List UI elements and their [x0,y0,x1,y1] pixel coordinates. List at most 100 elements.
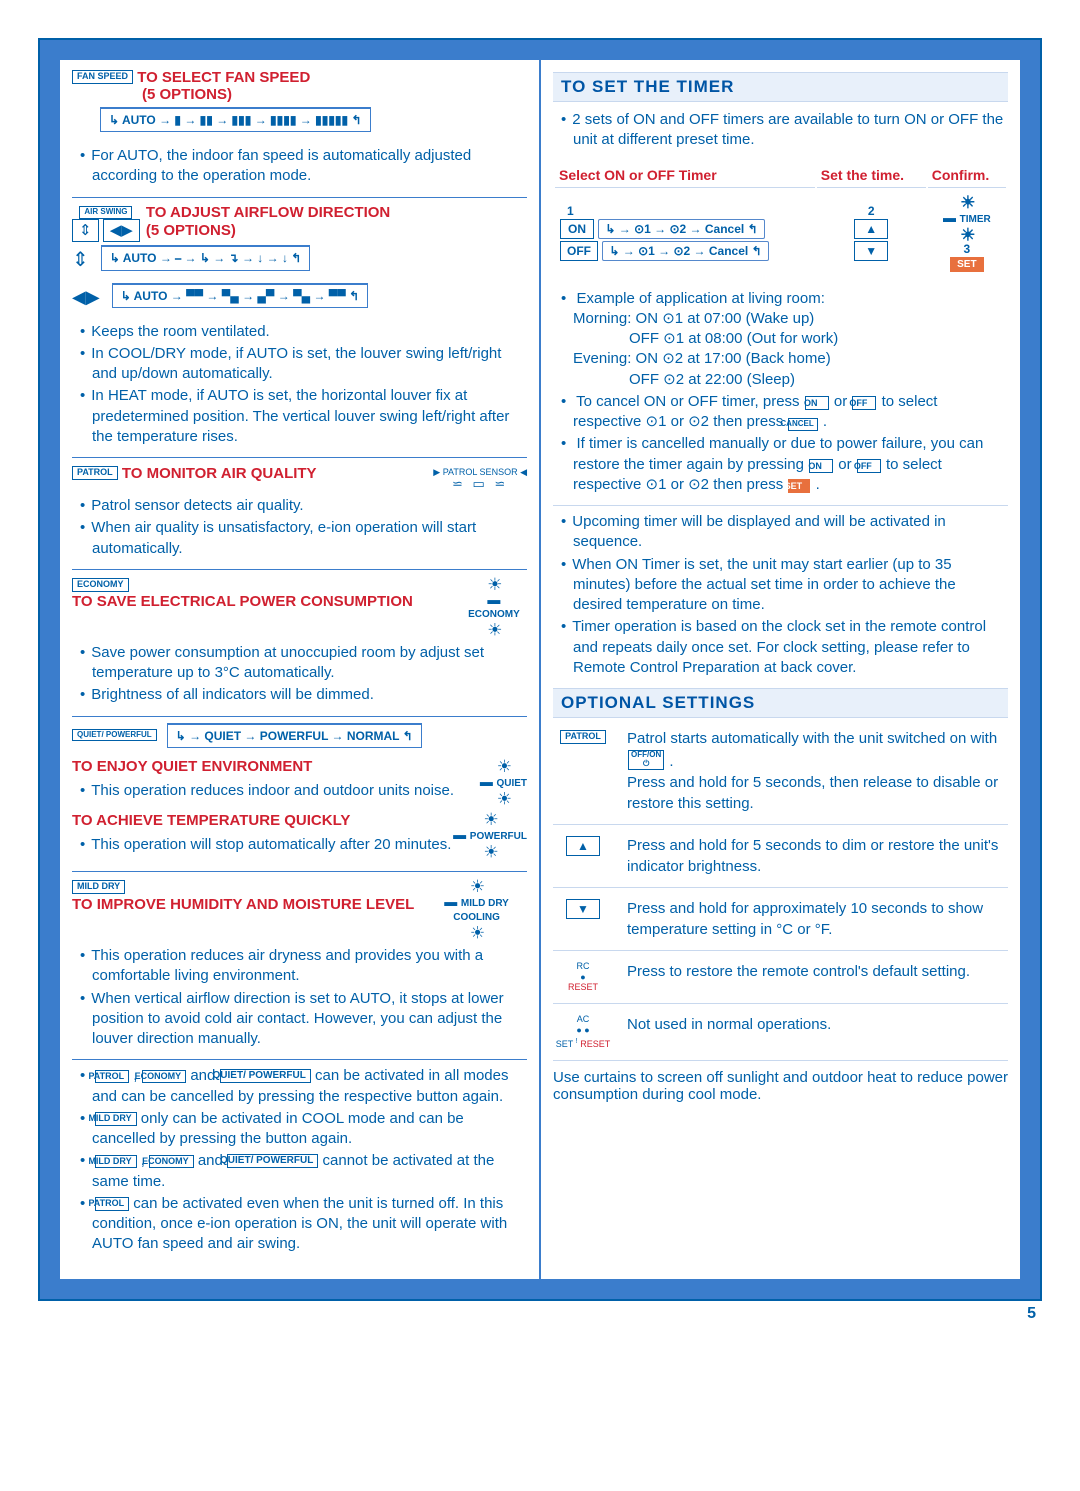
economy-indicator: ☀ ▬ ECONOMY ☀ [461,576,527,637]
ex-line: OFF ⊙1 at 08:00 (Out for work) [629,330,838,347]
list-item: This operation will stop automatically a… [80,835,451,855]
patrol-bullets: Patrol sensor detects air quality. When … [72,496,527,559]
timer-heading: TO SET THE TIMER [553,72,1008,102]
offon-chip: OFF/ON [631,750,661,759]
timer-steps-table: Select ON or OFF Timer Set the time. Con… [553,161,1008,279]
fan-speed-block: FAN SPEED TO SELECT FAN SPEED (5 OPTIONS… [72,68,527,187]
ex-line: Morning: ON ⊙1 at 07:00 (Wake up) [573,310,814,327]
flow-text: → ⊙1 → ⊙2 → Cancel [619,222,744,236]
quiet-block: TO ENJOY QUIET ENVIRONMENT This operatio… [72,758,527,812]
list-item: This operation reduces air dryness and p… [80,946,527,987]
powerful-block: TO ACHIEVE TEMPERATURE QUICKLY This oper… [72,811,527,865]
restore-instruction: If timer is cancelled manually or due to… [561,434,1008,495]
text: . [669,753,673,770]
optional-heading: OPTIONAL SETTINGS [553,688,1008,718]
off-chip: OFF [852,396,876,410]
text: . [816,476,820,493]
note-3: MILD DRY , ECONOMY and QUIET/ POWERFUL c… [80,1151,527,1192]
quiet-powerful-flow: ↳ → QUIET → POWERFUL → NORMAL ↰ [167,723,422,748]
fan-speed-button[interactable]: FAN SPEED [72,70,133,84]
economy-bullets: Save power consumption at unoccupied roo… [72,643,527,706]
text: Press and hold for approximately 10 seco… [627,898,1008,940]
mild-dry-button[interactable]: MILD DRY [72,880,125,894]
fan-speed-flow: ↳ AUTO → ▮ → ▮▮ → ▮▮▮ → ▮▮▮▮ → ▮▮▮▮▮ ↰ [100,107,371,132]
list-item: For AUTO, the indoor fan speed is automa… [80,146,527,187]
text: To cancel ON or OFF timer, press [576,393,804,410]
mild-dry-block: MILD DRY TO IMPROVE HUMIDITY AND MOISTUR… [72,878,527,1049]
list-item: Brightness of all indicators will be dim… [80,685,527,705]
th-time: Set the time. [817,163,926,188]
on-chip: ON [805,396,829,410]
patrol-button[interactable]: PATROL [72,466,118,480]
down-key[interactable]: ▼ [566,899,600,919]
note-1: PATROL , ECONOMY and QUIET/ POWERFUL can… [80,1066,527,1107]
air-swing-flow-vert: ↳ AUTO → ⎯ → ↳ → ↴ → ↓ → ↓ ↰ [101,245,311,271]
qp-chip: QUIET/ POWERFUL [213,1070,306,1081]
off-chip: OFF [857,459,881,473]
th-select: Select ON or OFF Timer [555,163,815,188]
right-column: TO SET THE TIMER 2 sets of ON and OFF ti… [541,60,1020,1279]
notes-block: PATROL , ECONOMY and QUIET/ POWERFUL can… [72,1066,527,1254]
step-3: 3 [964,242,971,256]
example-block: Example of application at living room: M… [561,289,1008,390]
timer-note: When ON Timer is set, the unit may start… [561,555,1008,616]
ex-line: Evening: ON ⊙2 at 17:00 (Back home) [573,350,831,367]
patrol-sensor-indicator: ▶ PATROL SENSOR ◀ ⋍ ▭ ⋍ [433,464,527,490]
list-item: In COOL/DRY mode, if AUTO is set, the lo… [80,344,527,385]
footer-tip: Use curtains to screen off sunlight and … [553,1069,1008,1103]
up-key[interactable]: ▲ [566,836,600,856]
timer-intro: 2 sets of ON and OFF timers are availabl… [561,110,1008,151]
powerful-indicator: ☀▬ POWERFUL☀ [453,811,527,865]
powerful-title: TO ACHIEVE TEMPERATURE QUICKLY [72,812,350,829]
text: Not used in normal operations. [627,1014,1008,1035]
text: Patrol starts automatically with the uni… [627,730,997,747]
step-1: 1 [567,204,574,218]
air-swing-button[interactable]: AIR SWING [79,206,132,219]
opt-bright: ▲ Press and hold for 5 seconds to dim or… [553,835,1008,877]
air-swing-leftright-icon[interactable]: ◀▶ [103,219,140,242]
economy-title: TO SAVE ELECTRICAL POWER CONSUMPTION [72,593,413,610]
flow-text: AUTO → ⎯ → ↳ → ↴ → ↓ → ↓ [123,251,288,265]
list-item: Save power consumption at unoccupied roo… [80,643,527,684]
mild-dry-indicator: ☀▬ MILD DRY COOLING☀ [426,878,527,940]
swing-vert-icon: ⇕ [72,247,89,272]
economy-block: ECONOMY TO SAVE ELECTRICAL POWER CONSUMP… [72,576,527,706]
off-key[interactable]: OFF [560,241,598,261]
on-flow: ↳ → ⊙1 → ⊙2 → Cancel ↰ [598,219,764,239]
quiet-indicator: ☀▬ QUIET☀ [480,758,527,812]
air-swing-updown-icon[interactable]: ⇕ [72,219,99,242]
on-key[interactable]: ON [560,219,594,239]
step-2: 2 [868,204,875,218]
economy-button[interactable]: ECONOMY [72,578,129,592]
set-key[interactable]: SET [950,257,984,272]
ex-line: OFF ⊙2 at 22:00 (Sleep) [629,371,795,388]
patrol-chip: PATROL [95,1197,129,1211]
timer-ind-label: TIMER [960,214,991,225]
cancel-instruction: To cancel ON or OFF timer, press ON or O… [561,392,1008,433]
down-key[interactable]: ▼ [854,241,888,261]
powerful-ind-label: POWERFUL [470,831,527,842]
timer-note: Upcoming timer will be displayed and wil… [561,512,1008,553]
air-swing-flow-horiz: ↳ AUTO → ▀▀ → ▀▄ → ▄▀ → ▀▄ → ▀▀ ↰ [112,283,368,308]
air-swing-block: AIR SWING ⇕ ◀▶ TO ADJUST AIRFLOW DIRECTI… [72,204,527,448]
air-swing-title: TO ADJUST AIRFLOW DIRECTION [146,204,390,221]
opt-patrol: PATROL Patrol starts automatically with … [553,728,1008,814]
swing-horiz-icon: ◀▶ [72,287,100,308]
note-2: MILD DRY only can be activated in COOL m… [80,1109,527,1150]
left-column: FAN SPEED TO SELECT FAN SPEED (5 OPTIONS… [60,60,541,1279]
example-head: Example of application at living room: [576,290,824,307]
mild-dry-chip: MILD DRY [95,1112,136,1126]
note-text: can be activated even when the unit is t… [92,1195,507,1253]
up-key[interactable]: ▲ [854,219,888,239]
note-text: only can be activated in COOL mode and c… [92,1110,464,1147]
opt-reset-ac: AC● ●SET ! RESET Not used in normal oper… [553,1014,1008,1049]
flow-text: → QUIET → POWERFUL → NORMAL [189,729,399,743]
text: Press and hold for 5 seconds to dim or r… [627,835,1008,877]
air-swing-bullets: Keeps the room ventilated. In COOL/DRY m… [72,322,527,448]
quiet-powerful-button[interactable]: QUIET/ POWERFUL [72,729,157,741]
air-swing-subtitle: (5 OPTIONS) [146,222,236,239]
note-4: PATROL can be activated even when the un… [80,1194,527,1255]
list-item: Keeps the room ventilated. [80,322,527,342]
patrol-block: PATROL TO MONITOR AIR QUALITY ▶ PATROL S… [72,464,527,559]
fan-speed-title: TO SELECT FAN SPEED [137,69,310,86]
